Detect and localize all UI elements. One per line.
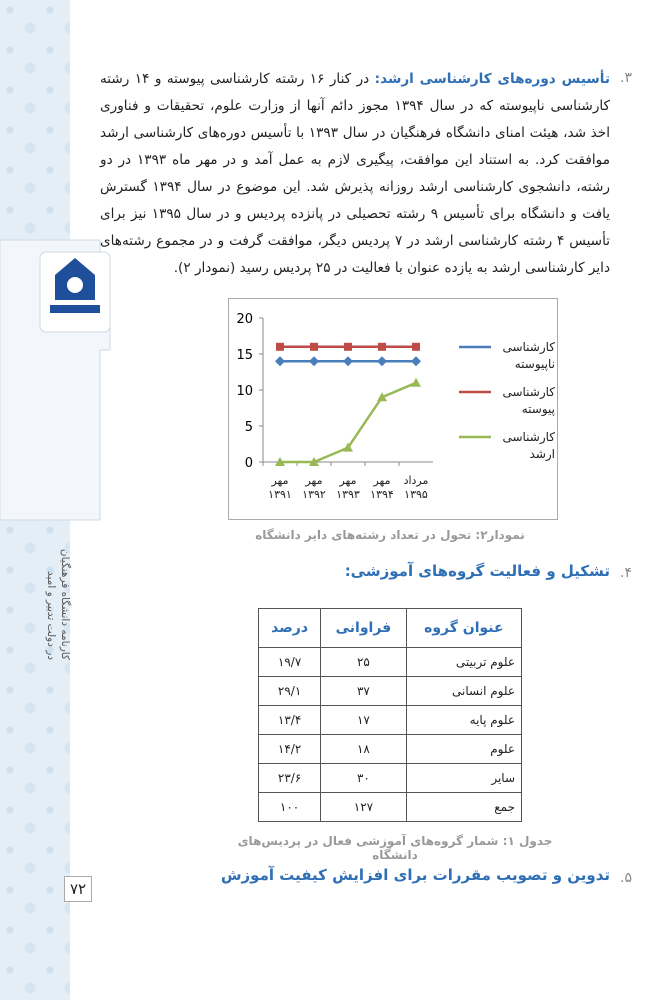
table-cell: ۱۲۷	[320, 792, 407, 822]
x-tick-label: مهر ۱۳۹۲	[302, 474, 326, 501]
table-cell: سایر	[405, 763, 523, 793]
table-cell: ۱۴/۲	[257, 734, 322, 764]
x-tick-label: مهر ۱۳۹۱	[268, 474, 292, 501]
table-row: علوم انسانی ۳۷ ۲۹/۱	[257, 676, 523, 706]
section-number: ۳.	[620, 70, 632, 86]
table-cell: ۱۰۰	[257, 792, 322, 822]
table-cell: ۲۳/۶	[257, 763, 322, 793]
table-header: عنوان گروه	[405, 608, 523, 648]
section-heading: تأسیس دوره‌های کارشناسی ارشد:	[374, 71, 610, 87]
chart-plot: 0 5 10 15 20	[236, 312, 433, 471]
sidebar-line: کارنامه دانشگاه فرهنگیان	[59, 548, 71, 660]
table-header: فراوانی	[320, 608, 407, 648]
marker	[275, 356, 285, 367]
marker	[310, 342, 318, 351]
table-cell: ۱۸	[320, 734, 407, 764]
table-caption: جدول ۱: شمار گروه‌های آموزشی فعال در پرد…	[237, 834, 553, 862]
x-tick-label: مهر ۱۳۹۴	[370, 474, 394, 501]
marker	[344, 342, 352, 351]
table-row: علوم ۱۸ ۱۴/۲	[257, 734, 523, 764]
marker	[275, 457, 285, 466]
marker	[412, 342, 420, 351]
sidebar-text: کارنامه دانشگاه فرهنگیان در دولت تدبیر و…	[44, 480, 72, 660]
sidebar-line: در دولت تدبیر و امید	[45, 571, 57, 660]
y-tick-label: 0	[245, 456, 253, 471]
legend-entry: کارشناسی پیوسته	[502, 385, 555, 416]
table-cell: علوم پایه	[405, 705, 523, 735]
table-cell: علوم انسانی	[405, 676, 523, 706]
legend-entry: کارشناسی ارشد	[502, 430, 555, 461]
table-cell: ۳۷	[320, 676, 407, 706]
table-cell: ۱۹/۷	[257, 647, 322, 677]
section-number: ۵.	[620, 870, 632, 886]
x-tick-label: مهر ۱۳۹۳	[336, 474, 360, 501]
table-cell: ۲۹/۱	[257, 676, 322, 706]
legend-entry: کارشناسی ناپیوسته	[502, 340, 555, 371]
table-row: جمع ۱۲۷ ۱۰۰	[257, 792, 523, 822]
paragraph-body: در کنار ۱۶ رشته کارشناسی پیوسته و ۱۴ رشت…	[100, 71, 611, 276]
marker	[276, 342, 284, 351]
table-cell: ۲۵	[320, 647, 407, 677]
table-cell: ۱۳/۴	[257, 705, 322, 735]
table-cell: جمع	[405, 792, 523, 822]
marker	[411, 377, 421, 387]
sidebar-tab	[0, 239, 111, 521]
legend-swatch	[459, 345, 491, 349]
marker	[377, 356, 387, 367]
y-tick-label: 15	[236, 348, 253, 363]
table-cell: ۳۰	[320, 763, 407, 793]
legend-swatch	[459, 435, 491, 439]
marker	[343, 442, 353, 452]
table-row: علوم تربیتی ۲۵ ۱۹/۷	[257, 647, 523, 677]
marker	[309, 356, 319, 367]
section-heading: تشکیل و فعالیت گروه‌های آموزشی:	[344, 562, 610, 580]
table-row: سایر ۳۰ ۲۳/۶	[257, 763, 523, 793]
table-row: علوم پایه ۱۷ ۱۳/۴	[257, 705, 523, 735]
section-heading: تدوین و تصویب مقررات برای افزایش کیفیت آ…	[220, 866, 610, 884]
page-number: ۷۲	[64, 876, 92, 902]
chart: 0 5 10 15 20 مهر ۱۳۹۱ مهر ۱۳۹۲ مهر ۱۳۹۳ مهر ۱۳۹…	[228, 298, 558, 520]
marker	[378, 342, 386, 351]
table-header: درصد	[257, 608, 322, 648]
y-tick-label: 10	[236, 384, 253, 399]
marker	[411, 356, 421, 367]
marker	[343, 356, 353, 367]
table-cell: علوم	[405, 734, 523, 764]
y-tick-label: 5	[245, 420, 253, 435]
section-number: ۴.	[620, 565, 632, 581]
y-tick-label: 20	[236, 312, 253, 327]
x-tick-label: مرداد ۱۳۹۵	[403, 474, 429, 501]
paragraph: تأسیس دوره‌های کارشناسی ارشد: در کنار ۱۶…	[100, 66, 610, 282]
marker	[377, 392, 387, 402]
marker	[309, 457, 319, 466]
chart-caption: نمودار۲: تحول در تعداد رشته‌های دایر دان…	[255, 528, 525, 542]
table-cell: علوم تربیتی	[405, 647, 523, 677]
data-table: عنوان گروه فراوانی درصد علوم تربیتی ۲۵ ۱۹/۷ عل…	[257, 608, 523, 822]
table-cell: ۱۷	[320, 705, 407, 735]
legend-swatch	[459, 390, 491, 394]
